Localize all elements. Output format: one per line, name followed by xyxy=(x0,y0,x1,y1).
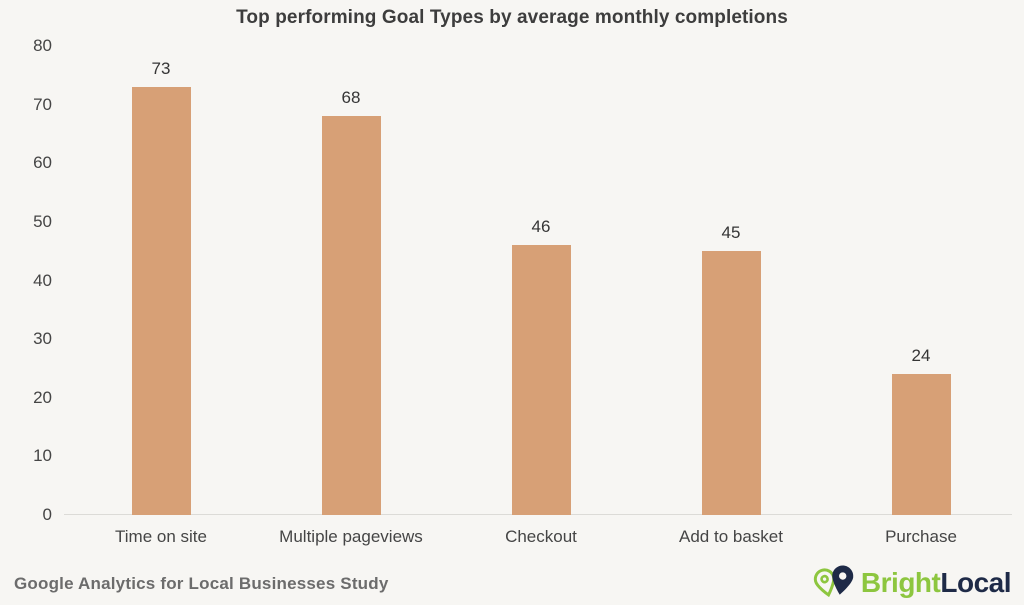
y-axis-tick-label: 20 xyxy=(33,387,52,407)
bar-purchase xyxy=(891,374,951,515)
x-axis-category-label: Add to basket xyxy=(679,527,783,546)
bar-add-to-basket xyxy=(701,251,761,515)
brightlocal-logo: BrightLocal xyxy=(813,564,1011,602)
x-axis-category-label: Purchase xyxy=(885,527,957,546)
bar-value-label: 24 xyxy=(911,346,931,366)
bar-value-label: 73 xyxy=(151,59,171,79)
bar-multiple-pageviews xyxy=(321,116,381,515)
y-axis-tick-label: 30 xyxy=(33,329,52,349)
brand-second-word: Local xyxy=(940,567,1011,598)
x-axis-category-label: Time on site xyxy=(115,527,207,546)
y-axis-tick-label: 80 xyxy=(33,36,52,55)
y-axis-tick-label: 60 xyxy=(33,153,52,173)
y-axis-tick-label: 40 xyxy=(33,270,52,290)
y-axis-tick-label: 50 xyxy=(33,211,52,231)
brand-name: BrightLocal xyxy=(860,565,1012,601)
bar-checkout xyxy=(511,245,571,515)
chart-title: Top performing Goal Types by average mon… xyxy=(236,7,788,28)
bar-value-label: 45 xyxy=(721,223,741,243)
y-axis-tick-label: 0 xyxy=(42,505,52,524)
bar-value-label: 68 xyxy=(341,88,361,108)
map-pins-icon xyxy=(813,565,854,598)
x-axis-category-label: Multiple pageviews xyxy=(279,527,423,546)
bar-value-label: 46 xyxy=(531,217,551,237)
y-axis-tick-label: 70 xyxy=(33,94,52,114)
brand-first-word: Bright xyxy=(860,567,941,598)
source-label: Google Analytics for Local Businesses St… xyxy=(14,574,389,593)
x-axis-category-label: Checkout xyxy=(505,527,577,546)
y-axis-tick-label: 10 xyxy=(33,446,52,466)
bar-time-on-site xyxy=(131,87,191,515)
